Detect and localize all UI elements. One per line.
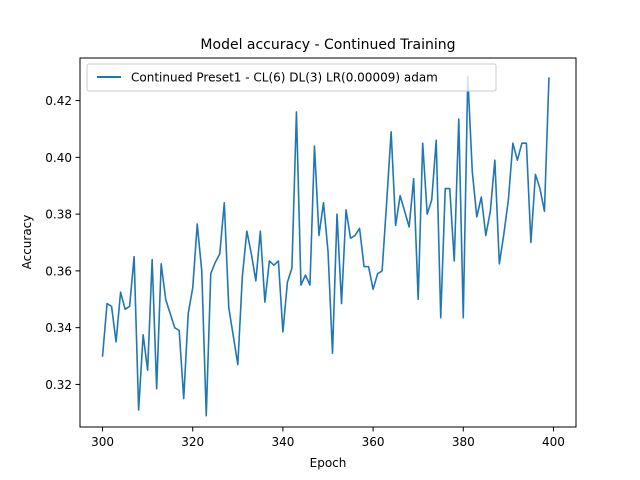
legend-entry: Continued Preset1 - CL(6) DL(3) LR(0.000… (131, 71, 438, 85)
x-tick-label: 400 (542, 435, 565, 449)
y-tick-label: 0.36 (45, 264, 72, 278)
x-tick-label: 300 (91, 435, 114, 449)
series-layer (101, 75, 550, 417)
y-axis-label: Accuracy (20, 215, 34, 270)
y-tick-label: 0.34 (45, 321, 72, 335)
axis-ticks: 300 320 340 360 380 400 0.32 0.34 0.36 0.38 0.40 0.… (45, 94, 565, 449)
y-tick-label: 0.32 (45, 378, 72, 392)
x-axis-label: Epoch (310, 456, 347, 470)
chart-title: Model accuracy - Continued Training (200, 37, 455, 53)
legend-box (86, 63, 497, 92)
x-tick-label: 340 (271, 435, 294, 449)
x-tick-label: 380 (452, 435, 475, 449)
y-tick-label: 0.40 (45, 151, 72, 165)
plot-frame (79, 57, 577, 428)
y-tick-label: 0.38 (45, 208, 72, 222)
x-tick-label: 360 (362, 435, 385, 449)
series-line (101, 75, 550, 417)
x-tick-label: 320 (181, 435, 204, 449)
legend: Continued Preset1 - CL(6) DL(3) LR(0.000… (86, 63, 497, 92)
y-tick-label: 0.42 (45, 94, 72, 108)
